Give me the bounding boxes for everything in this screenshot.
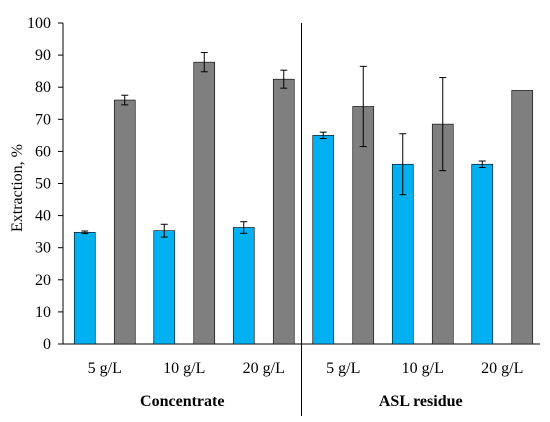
bar-series-2 (511, 90, 534, 345)
y-tick-label: 30 (35, 240, 51, 257)
category-label: 5 g/L (326, 360, 360, 377)
bar-series-2 (272, 78, 295, 345)
y-tick-label: 90 (35, 47, 51, 64)
y-tick-label: 10 (35, 304, 51, 321)
bar-series-1 (73, 231, 96, 345)
bar-series-2 (113, 99, 136, 345)
plot-area: 0 10 20 30 40 50 60 70 80 90 100 5 g/L 10 g/L 20 g/L C… (27, 15, 540, 416)
y-tick-label: 20 (35, 272, 51, 289)
y-tick-label: 70 (35, 111, 51, 128)
y-tick-label: 100 (27, 15, 51, 32)
y-tick-label: 60 (35, 143, 51, 160)
bar-series-1 (471, 163, 494, 345)
y-tick-label: 80 (35, 79, 51, 96)
group-label: ASL residue (379, 393, 463, 410)
category-label: 20 g/L (243, 360, 285, 377)
y-tick-label: 40 (35, 208, 51, 225)
bar-series-1 (153, 230, 176, 345)
y-axis-title: Extraction, % (9, 144, 26, 232)
category-label: 10 g/L (163, 360, 205, 377)
category-label: 10 g/L (402, 360, 444, 377)
y-tick-label: 0 (43, 336, 51, 353)
bar-series-1 (312, 135, 335, 345)
y-tick-label: 50 (35, 176, 51, 193)
bar-series-2 (193, 61, 216, 345)
category-label: 20 g/L (481, 360, 523, 377)
bar-series-1 (232, 227, 255, 345)
group-label: Concentrate (140, 393, 224, 410)
category-label: 5 g/L (88, 360, 122, 377)
